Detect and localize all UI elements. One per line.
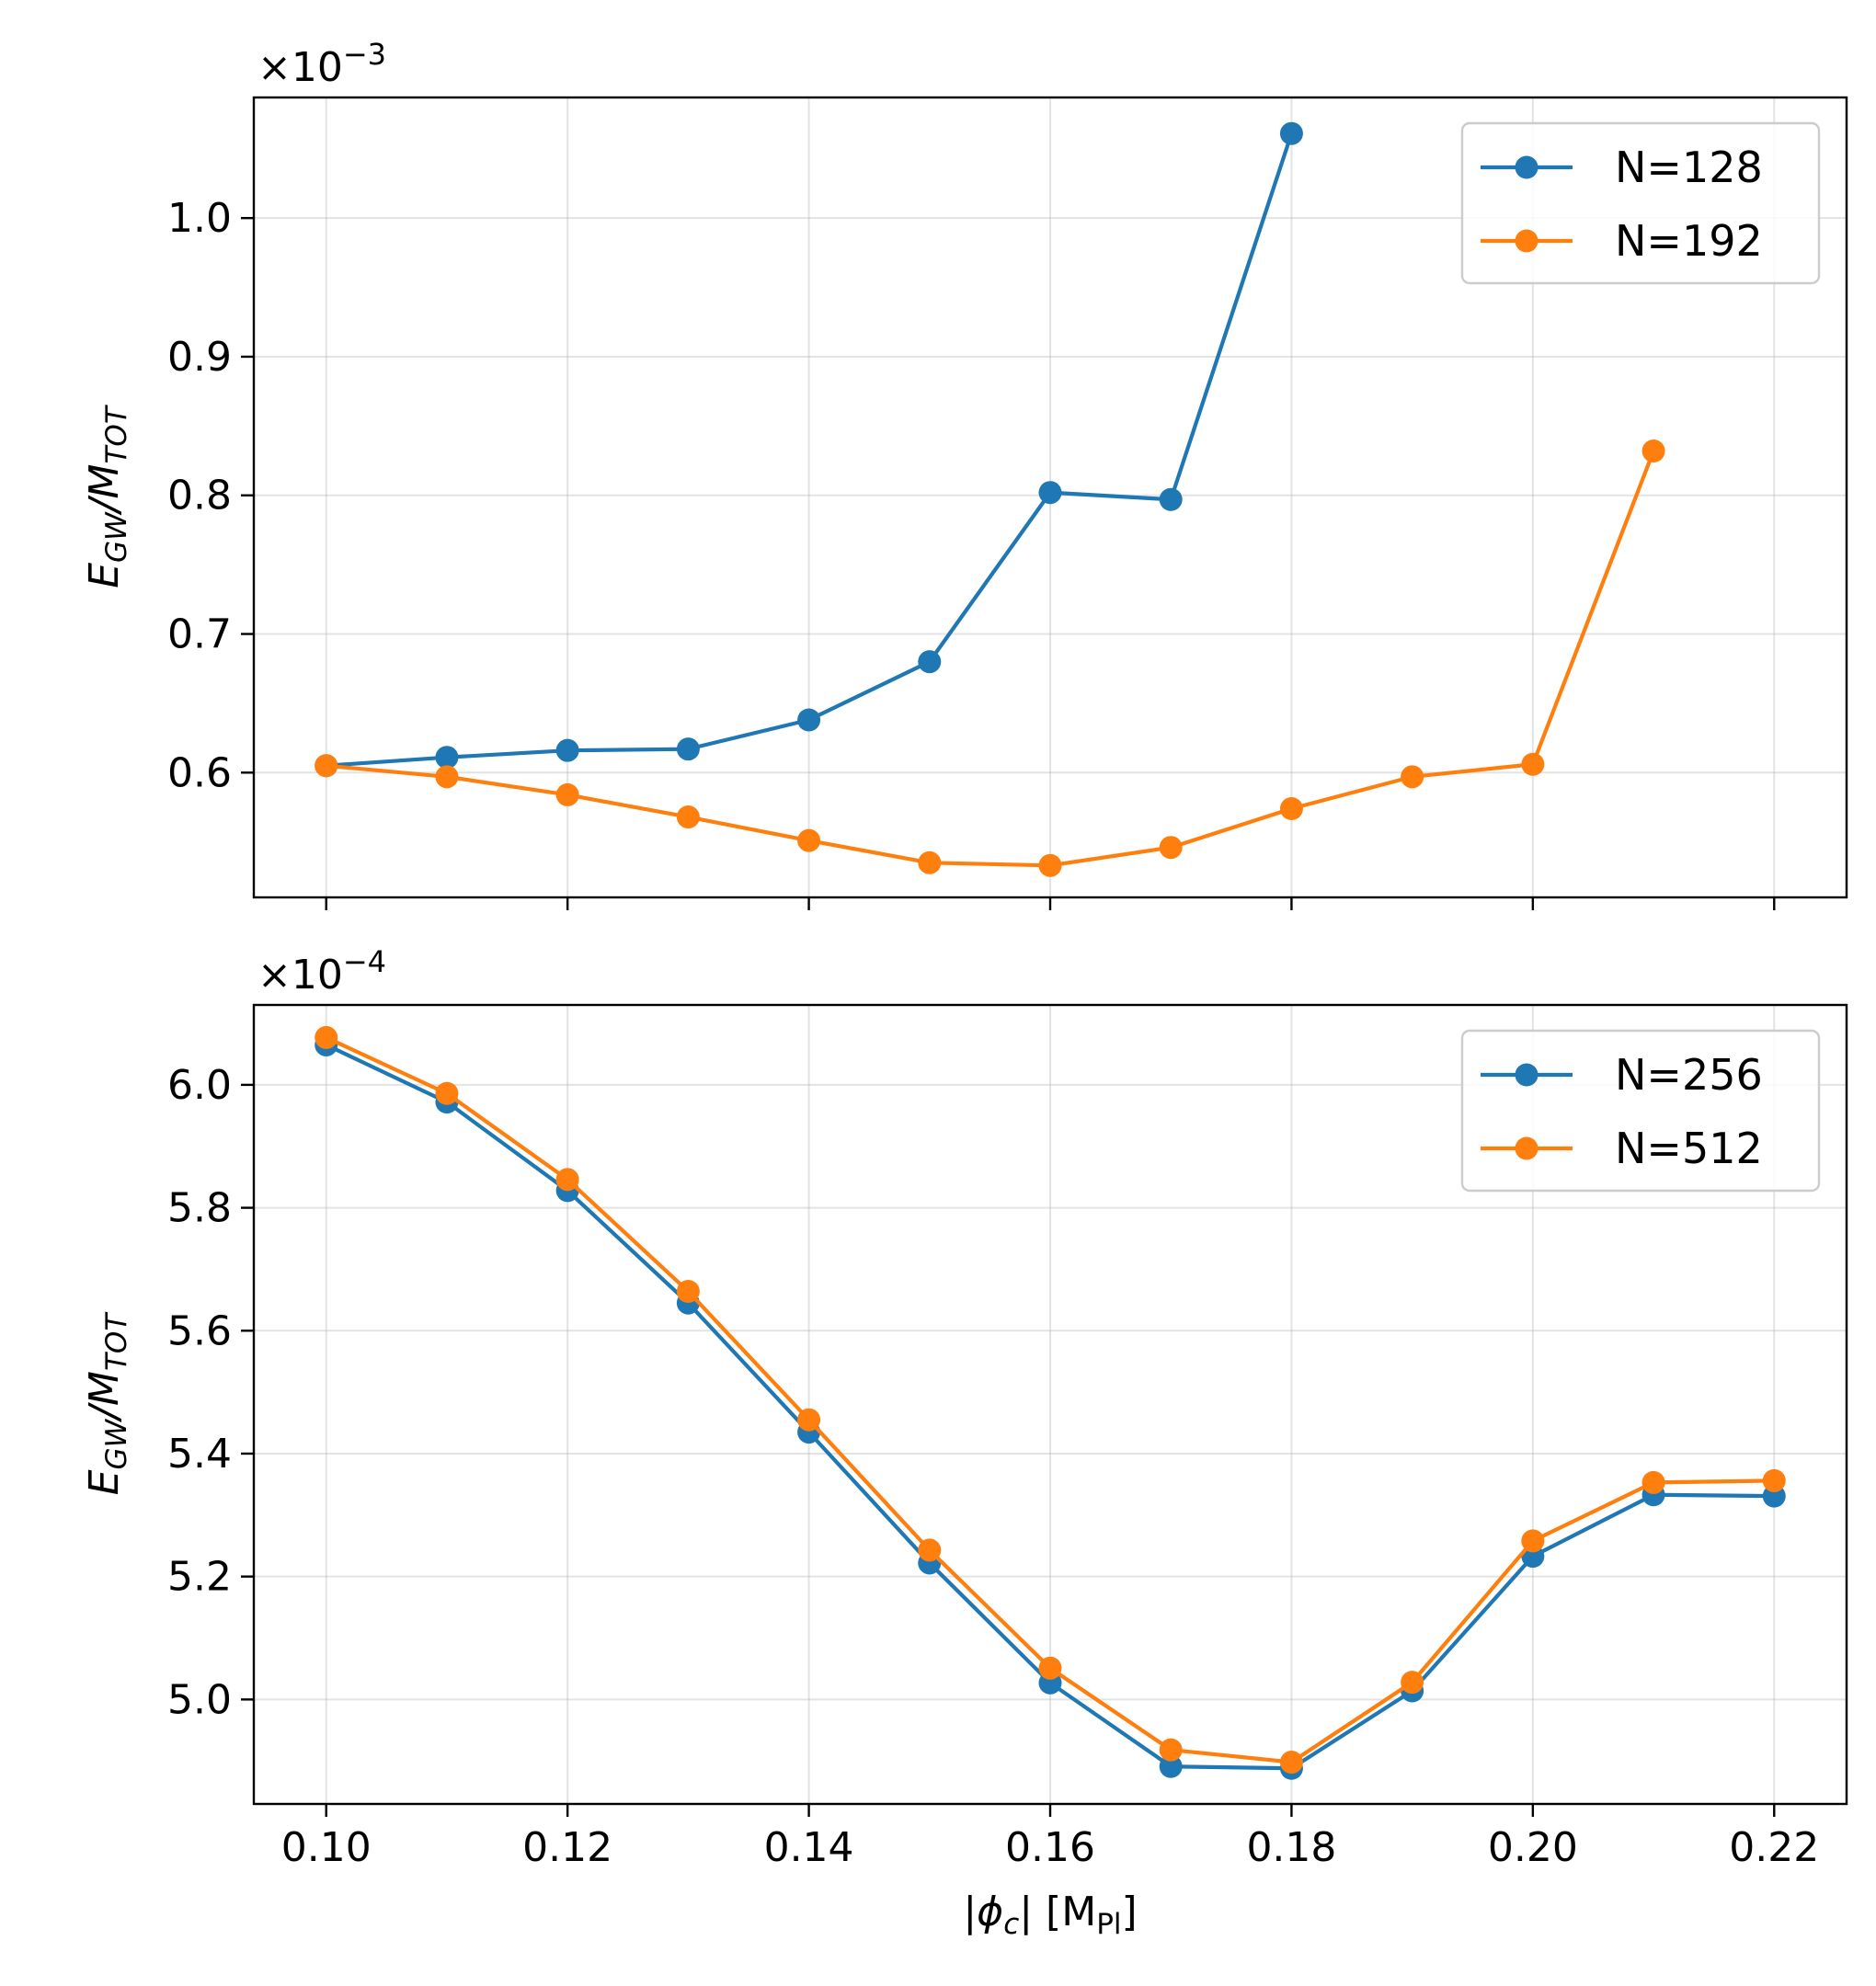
- grid-lines: [254, 1005, 1847, 1804]
- data-point: [1642, 1470, 1665, 1494]
- data-point: [1279, 121, 1303, 145]
- data-point: [435, 746, 459, 770]
- legend: N=128 N=192: [1460, 121, 1821, 285]
- x-axis-label: |ϕc| [MPl]: [963, 1889, 1137, 1941]
- data-point: [1401, 765, 1424, 789]
- y-tick-label: 5.0: [167, 1676, 232, 1723]
- bottom-panel: 0.10 0.12 0.14 0.16 0.18 0.20 0.22 5.0 5.2 5.4 5.6…: [81, 944, 1848, 1941]
- top-panel: 0.6 0.7 0.8 0.9 1.0 ×10−3 EGW/MTOT N=128 N=192: [81, 37, 1848, 910]
- data-point: [918, 650, 942, 674]
- data-point: [797, 1408, 821, 1432]
- legend-label: N=256: [1615, 1050, 1763, 1100]
- y-tick-label: 0.9: [167, 334, 232, 381]
- data-point: [1401, 1671, 1424, 1695]
- x-tick-label: 0.18: [1246, 1824, 1336, 1871]
- data-point: [1642, 439, 1665, 462]
- data-point: [1279, 1751, 1303, 1775]
- legend: N=256 N=512: [1460, 1029, 1821, 1193]
- series-line: [326, 450, 1656, 868]
- data-point: [918, 850, 942, 874]
- data-point: [1038, 481, 1062, 505]
- x-tick-label: 0.20: [1488, 1824, 1578, 1871]
- series-n-512: [315, 1025, 1786, 1775]
- y-axis-label: EGW/MTOT: [81, 1312, 133, 1496]
- legend-box: [1460, 121, 1821, 285]
- data-point: [435, 765, 459, 789]
- data-point: [918, 1538, 942, 1562]
- data-point: [1762, 1468, 1786, 1492]
- data-point: [435, 1081, 459, 1105]
- legend-label: N=512: [1615, 1124, 1763, 1173]
- legend-entry: N=128: [1481, 143, 1763, 192]
- legend-marker: [1515, 1063, 1539, 1087]
- x-tick-label: 0.12: [522, 1824, 612, 1871]
- data-point: [1038, 1656, 1062, 1680]
- data-point: [1521, 752, 1545, 776]
- data-point: [1038, 853, 1062, 877]
- y-tick-label: 5.8: [167, 1185, 232, 1232]
- y-tick-label: 1.0: [167, 195, 232, 242]
- axis-offset-text: ×10−3: [257, 37, 386, 91]
- data-point: [797, 708, 821, 732]
- x-axis-ticks: [325, 897, 1776, 910]
- y-tick-label: 5.4: [167, 1431, 232, 1478]
- y-axis-label: EGW/MTOT: [81, 405, 133, 588]
- data-point: [555, 738, 579, 762]
- data-point: [676, 737, 700, 761]
- data-point: [315, 754, 338, 778]
- legend-label: N=128: [1615, 143, 1763, 192]
- y-axis-ticks: 0.6 0.7 0.8 0.9 1.0: [167, 195, 254, 796]
- y-tick-label: 0.8: [167, 473, 232, 519]
- y-axis-ticks: 5.0 5.2 5.4 5.6 5.8 6.0: [167, 1062, 254, 1723]
- x-tick-label: 0.22: [1729, 1824, 1819, 1871]
- legend-box: [1460, 1029, 1821, 1193]
- legend-marker: [1515, 1136, 1539, 1160]
- y-tick-label: 5.6: [167, 1307, 232, 1354]
- y-tick-label: 5.2: [167, 1554, 232, 1601]
- x-tick-label: 0.10: [281, 1824, 372, 1871]
- data-point: [676, 1280, 700, 1304]
- x-axis-ticks: 0.10 0.12 0.14 0.16 0.18 0.20 0.22: [281, 1804, 1819, 1871]
- data-point: [1279, 797, 1303, 821]
- data-point: [1159, 1738, 1183, 1762]
- data-point: [1159, 1754, 1183, 1778]
- data-point: [676, 805, 700, 829]
- y-tick-label: 6.0: [167, 1062, 232, 1109]
- data-point: [1521, 1529, 1545, 1553]
- x-tick-label: 0.14: [764, 1824, 854, 1871]
- data-point: [555, 782, 579, 806]
- x-tick-label: 0.16: [1005, 1824, 1095, 1871]
- axis-offset-text: ×10−4: [257, 944, 386, 999]
- data-point: [797, 828, 821, 852]
- series-n-192: [315, 439, 1665, 877]
- legend-marker: [1515, 155, 1539, 179]
- y-tick-label: 0.6: [167, 749, 232, 796]
- legend-marker: [1515, 229, 1539, 253]
- legend-label: N=192: [1615, 216, 1763, 266]
- legend-entry: N=256: [1481, 1050, 1763, 1100]
- legend-entry: N=512: [1481, 1124, 1763, 1173]
- data-point: [1159, 836, 1183, 860]
- data-point: [315, 1025, 338, 1049]
- y-tick-label: 0.7: [167, 611, 232, 658]
- data-point: [1159, 487, 1183, 511]
- data-point: [555, 1168, 579, 1192]
- legend-entry: N=192: [1481, 216, 1763, 266]
